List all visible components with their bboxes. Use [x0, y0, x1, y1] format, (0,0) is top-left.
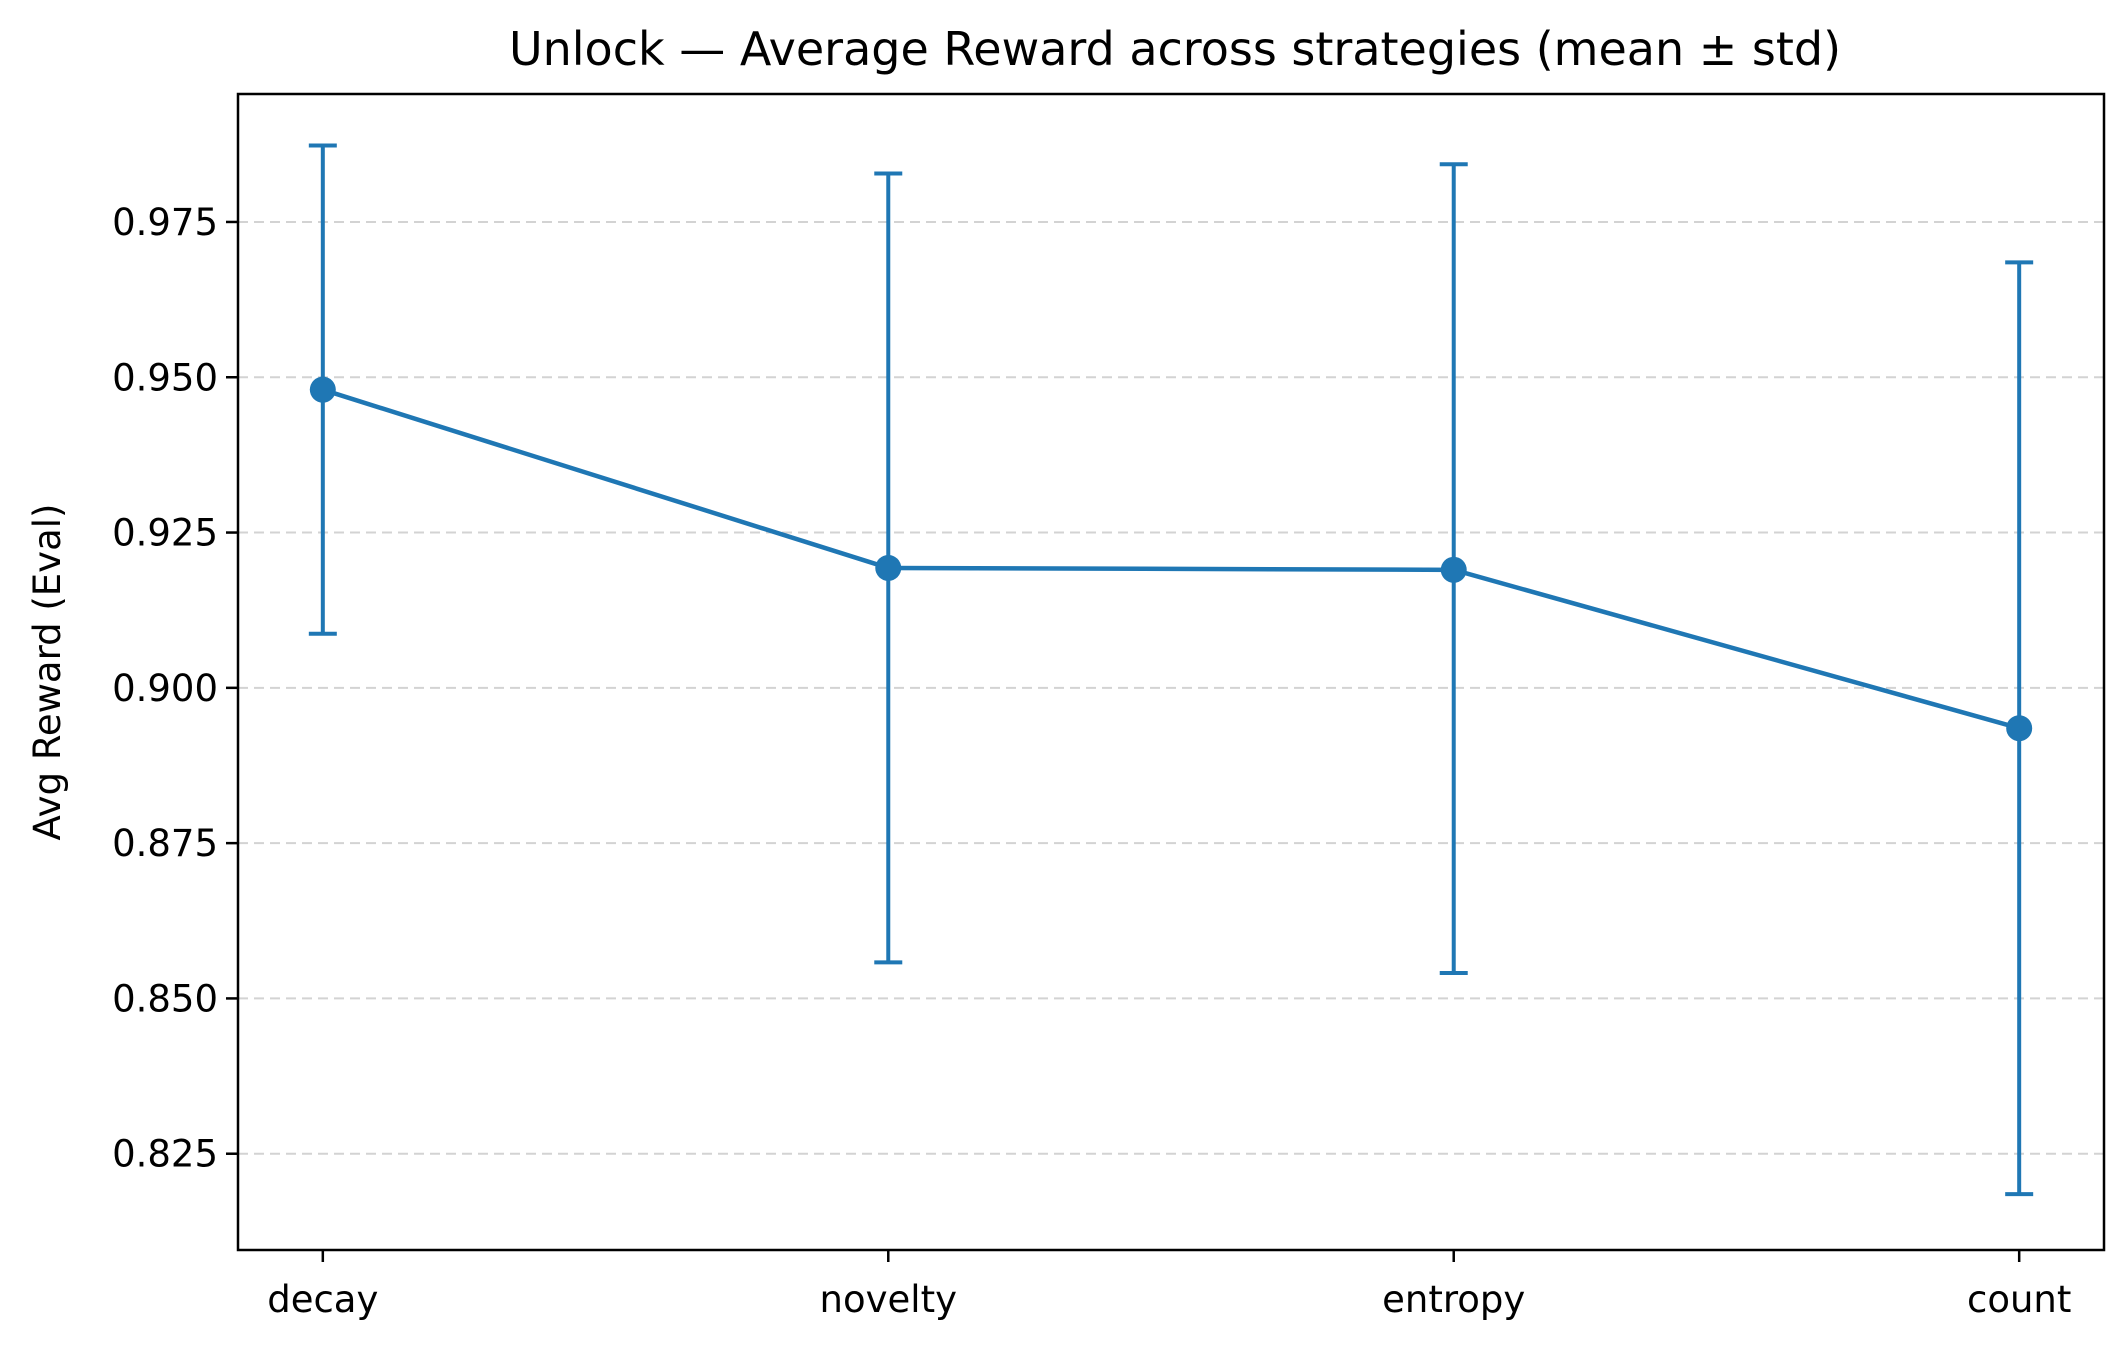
- y-tick-label: 0.875: [112, 822, 218, 865]
- y-tick-label: 0.925: [112, 512, 218, 555]
- x-tick-label-novelty: novelty: [820, 1278, 957, 1321]
- y-tick-label: 0.950: [112, 356, 218, 399]
- chart-title: Unlock — Average Reward across strategie…: [509, 22, 1841, 76]
- series-line: [322, 387, 2020, 731]
- grid-lines: [238, 220, 2104, 1155]
- y-axis-label: Avg Reward (Eval): [26, 504, 69, 841]
- y-tick-label: 0.825: [112, 1133, 218, 1176]
- x-tick-label-count: count: [1967, 1278, 2071, 1321]
- data-point-entropy: [1440, 556, 1467, 583]
- x-tick-label-decay: decay: [267, 1278, 378, 1321]
- x-tick-label-entropy: entropy: [1382, 1278, 1525, 1321]
- data-point-decay: [309, 376, 336, 403]
- series-layer: [308, 143, 2034, 1197]
- x-axis-ticks: decay novelty entropy count: [267, 1250, 2071, 1321]
- y-axis-ticks: 0.825 0.850 0.875 0.900 0.925 0.950 0.975: [112, 201, 238, 1176]
- y-tick-label: 0.850: [112, 977, 218, 1020]
- y-tick-label: 0.975: [112, 201, 218, 244]
- y-tick-label: 0.900: [112, 667, 218, 710]
- plot-area-frame: [236, 92, 2106, 1252]
- data-point-novelty: [875, 554, 902, 581]
- data-point-count: [2006, 715, 2033, 742]
